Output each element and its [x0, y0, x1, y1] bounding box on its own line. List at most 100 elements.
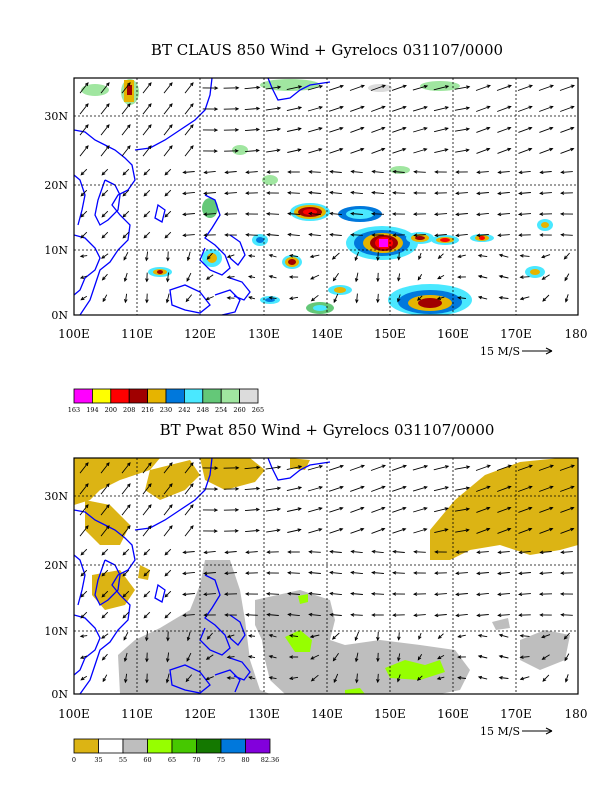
wind-arrow	[330, 170, 342, 173]
lon-label: 160E	[437, 707, 469, 721]
colorbar-swatch	[197, 739, 222, 753]
wind-arrow	[102, 549, 108, 555]
wind-arrow	[414, 572, 426, 575]
wind-arrow	[350, 465, 364, 470]
wind-arrow	[561, 192, 573, 195]
lon-label: 100E	[58, 327, 90, 341]
colorbar-swatch	[172, 739, 197, 753]
wind-arrow	[456, 614, 468, 617]
wind-arrow	[398, 273, 401, 280]
wind-arrow	[224, 129, 238, 132]
wind-arrow	[456, 213, 468, 216]
wind-arrow	[329, 486, 343, 491]
wind-arrow	[498, 614, 510, 617]
wind-arrow	[333, 253, 340, 259]
wind-arrow	[393, 148, 406, 153]
wind-arrow	[124, 273, 127, 281]
wind-arrow	[392, 127, 405, 132]
wind-arrow	[144, 591, 150, 597]
wind-arrow	[521, 297, 530, 300]
wind-arrow	[183, 593, 195, 596]
wind-arrow	[203, 87, 218, 90]
wind-arrow	[203, 530, 217, 533]
wind-arrow	[330, 571, 342, 574]
lat-label: 20N	[44, 179, 68, 192]
wind-arrow	[372, 593, 384, 596]
wind-arrow	[185, 104, 193, 114]
wind-arrow	[393, 192, 405, 195]
graticule	[74, 78, 578, 315]
colorbar-tick-label: 208	[123, 406, 135, 414]
wind-arrow	[203, 150, 217, 153]
wind-arrow	[518, 85, 532, 90]
wind-arrow	[143, 83, 151, 93]
wind-arrow	[224, 150, 238, 153]
colorbar-tick-label: 260	[233, 406, 245, 414]
wind-arrow	[329, 507, 342, 512]
wind-arrow	[146, 294, 149, 303]
colorbar-swatch	[129, 389, 147, 403]
wind-arrow	[81, 676, 87, 680]
wind-arrow	[434, 128, 448, 132]
wind-arrow	[539, 106, 553, 111]
colorbar-swatch	[74, 389, 92, 403]
wind-arrow	[560, 106, 574, 111]
wind-arrow	[123, 549, 129, 555]
wind-arrow	[351, 592, 363, 595]
wind-arrow	[308, 465, 322, 470]
convective-cluster	[525, 266, 545, 278]
wind-arrow	[245, 107, 259, 110]
wind-arrow	[187, 273, 191, 281]
convective-cluster	[252, 234, 268, 246]
wind-arrow	[543, 675, 549, 681]
wind-arrow	[413, 106, 427, 111]
wind-arrow	[165, 211, 171, 217]
wind-arrow	[183, 551, 194, 554]
wind-arrow	[165, 612, 171, 618]
wind-arrow	[311, 255, 320, 258]
wind-arrow	[414, 213, 426, 216]
wind-arrow	[355, 632, 358, 640]
wind-arrow	[565, 674, 568, 681]
wind-arrow	[287, 149, 300, 153]
wind-arrow	[413, 529, 426, 534]
wind-arrow	[311, 275, 319, 279]
wind-arrow	[164, 146, 172, 156]
wind-arrow	[246, 572, 258, 575]
wind-arrow	[81, 169, 87, 175]
wind-arrow	[267, 213, 279, 216]
wind-arrow	[561, 171, 573, 174]
wind-arrow	[477, 213, 489, 216]
lon-label: 180	[565, 327, 588, 341]
wind-arrow	[203, 509, 217, 512]
colorbar-tick-label: 82.36	[261, 756, 280, 764]
lat-label: 20N	[44, 559, 68, 572]
panel-title: BT CLAUS 850 Wind + Gyrelocs 031107/0000	[151, 41, 503, 59]
wind-arrow	[145, 252, 148, 261]
wind-arrow	[377, 632, 380, 640]
wind-arrow	[122, 125, 130, 135]
lon-label: 160E	[437, 327, 469, 341]
vector-scale: 15 M/S	[480, 725, 552, 738]
lat-label: 0N	[51, 309, 68, 322]
wind-arrow	[351, 191, 363, 194]
wind-arrow	[435, 213, 447, 216]
colorbar-swatch	[221, 389, 239, 403]
wind-arrow	[498, 551, 509, 554]
colorbar-swatch	[184, 389, 202, 403]
wind-arrow	[542, 255, 550, 258]
wind-arrow	[439, 254, 444, 259]
wind-arrow	[518, 106, 532, 111]
wind-arrow	[288, 572, 300, 575]
wind-arrow	[187, 252, 190, 260]
wind-arrow	[418, 274, 421, 279]
wind-arrow	[371, 486, 385, 491]
colorbar-swatch	[203, 389, 221, 403]
convective-cluster	[306, 302, 334, 314]
wind-arrow	[207, 275, 213, 280]
wind-arrow	[183, 192, 195, 195]
wind-arrow	[270, 255, 277, 258]
wind-arrow	[102, 612, 108, 618]
wind-arrow	[350, 486, 364, 491]
